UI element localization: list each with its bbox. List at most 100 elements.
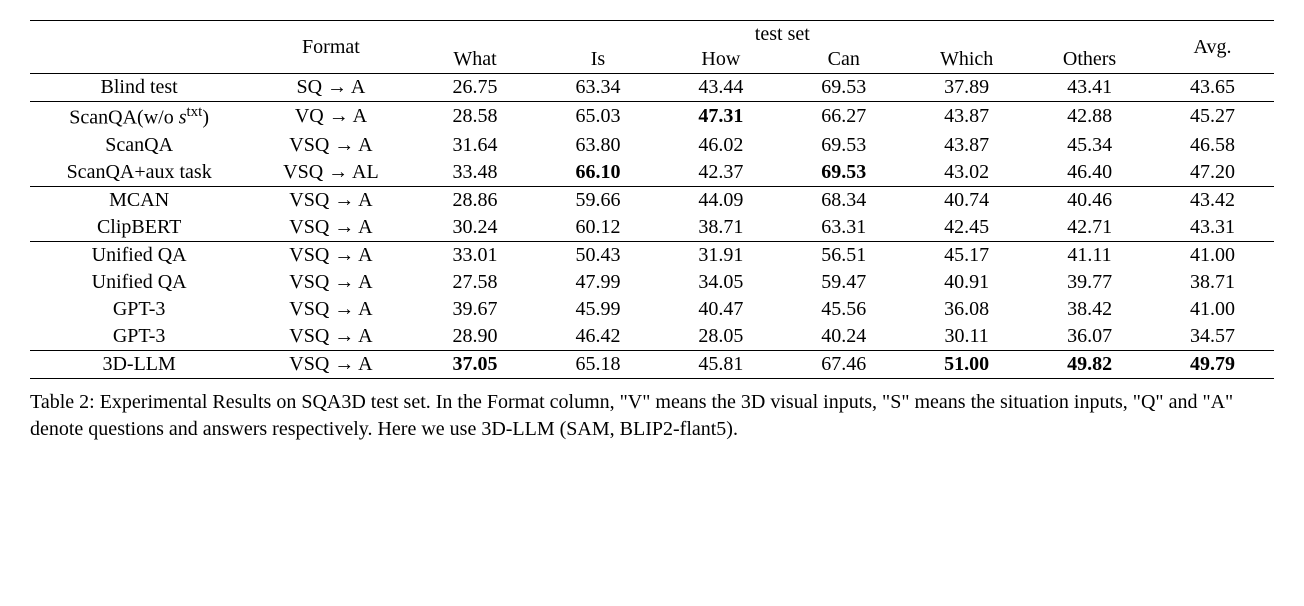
- value-cell: 28.58: [414, 102, 537, 132]
- value-cell: 42.88: [1028, 102, 1151, 132]
- value-cell: 59.66: [536, 186, 659, 214]
- header-format: Format: [248, 21, 413, 74]
- header-col: What: [414, 46, 537, 74]
- value-cell: 38.71: [659, 214, 782, 242]
- value-cell: 43.87: [905, 132, 1028, 159]
- format-cell: VSQ → A: [248, 186, 413, 214]
- value-cell: 63.31: [782, 214, 905, 242]
- value-cell: 60.12: [536, 214, 659, 242]
- value-cell: 38.42: [1028, 296, 1151, 323]
- value-cell: 43.02: [905, 159, 1028, 187]
- value-cell: 65.03: [536, 102, 659, 132]
- format-cell: VSQ → A: [248, 132, 413, 159]
- header-col: How: [659, 46, 782, 74]
- value-cell: 46.40: [1028, 159, 1151, 187]
- format-cell: VSQ → A: [248, 214, 413, 242]
- value-cell: 63.80: [536, 132, 659, 159]
- value-cell: 69.53: [782, 74, 905, 102]
- method-cell: ScanQA+aux task: [30, 159, 248, 187]
- avg-cell: 41.00: [1151, 296, 1274, 323]
- table-row: ScanQA+aux taskVSQ → AL33.4866.1042.3769…: [30, 159, 1274, 187]
- header-blank: [30, 21, 248, 47]
- method-cell: ScanQA(w/o stxt): [30, 102, 248, 132]
- method-cell: 3D-LLM: [30, 350, 248, 378]
- testset-label: test set: [755, 23, 810, 45]
- value-cell: 50.43: [536, 241, 659, 269]
- avg-cell: 45.27: [1151, 102, 1274, 132]
- value-cell: 46.02: [659, 132, 782, 159]
- value-cell: 44.09: [659, 186, 782, 214]
- value-cell: 51.00: [905, 350, 1028, 378]
- value-cell: 45.34: [1028, 132, 1151, 159]
- value-cell: 37.05: [414, 350, 537, 378]
- value-cell: 41.11: [1028, 241, 1151, 269]
- method-cell: GPT-3: [30, 323, 248, 351]
- table-row: GPT-3VSQ → A39.6745.9940.4745.5636.0838.…: [30, 296, 1274, 323]
- value-cell: 28.05: [659, 323, 782, 351]
- table-row: Blind testSQ → A26.7563.3443.4469.5337.8…: [30, 74, 1274, 102]
- value-cell: 26.75: [414, 74, 537, 102]
- method-cell: Unified QA: [30, 269, 248, 296]
- value-cell: 69.53: [782, 132, 905, 159]
- format-cell: VQ → A: [248, 102, 413, 132]
- value-cell: 66.10: [536, 159, 659, 187]
- format-cell: VSQ → AL: [248, 159, 413, 187]
- value-cell: 43.44: [659, 74, 782, 102]
- value-cell: 45.56: [782, 296, 905, 323]
- method-cell: ClipBERT: [30, 214, 248, 242]
- value-cell: 33.48: [414, 159, 537, 187]
- table-row: ScanQA(w/o stxt)VQ → A28.5865.0347.3166.…: [30, 102, 1274, 132]
- format-cell: VSQ → A: [248, 269, 413, 296]
- value-cell: 31.64: [414, 132, 537, 159]
- value-cell: 45.99: [536, 296, 659, 323]
- avg-cell: 43.65: [1151, 74, 1274, 102]
- header-col: Others: [1028, 46, 1151, 74]
- format-cell: VSQ → A: [248, 350, 413, 378]
- header-avg: Avg.: [1151, 21, 1274, 74]
- value-cell: 28.86: [414, 186, 537, 214]
- table-row: ClipBERTVSQ → A30.2460.1238.7163.3142.45…: [30, 214, 1274, 242]
- value-cell: 27.58: [414, 269, 537, 296]
- avg-cell: 34.57: [1151, 323, 1274, 351]
- table-row: 3D-LLMVSQ → A37.0565.1845.8167.4651.0049…: [30, 350, 1274, 378]
- value-cell: 45.81: [659, 350, 782, 378]
- table-row: Unified QAVSQ → A27.5847.9934.0559.4740.…: [30, 269, 1274, 296]
- table-row: Unified QAVSQ → A33.0150.4331.9156.5145.…: [30, 241, 1274, 269]
- avg-cell: 43.42: [1151, 186, 1274, 214]
- table-caption: Table 2: Experimental Results on SQA3D t…: [30, 389, 1274, 443]
- value-cell: 59.47: [782, 269, 905, 296]
- value-cell: 36.07: [1028, 323, 1151, 351]
- format-cell: VSQ → A: [248, 323, 413, 351]
- results-table: Format test set Avg. WhatIsHowCanWhichOt…: [30, 20, 1274, 379]
- value-cell: 34.05: [659, 269, 782, 296]
- value-cell: 33.01: [414, 241, 537, 269]
- avg-cell: 49.79: [1151, 350, 1274, 378]
- format-cell: SQ → A: [248, 74, 413, 102]
- avg-cell: 38.71: [1151, 269, 1274, 296]
- value-cell: 42.71: [1028, 214, 1151, 242]
- method-cell: Blind test: [30, 74, 248, 102]
- value-cell: 45.17: [905, 241, 1028, 269]
- method-cell: MCAN: [30, 186, 248, 214]
- value-cell: 40.74: [905, 186, 1028, 214]
- method-cell: ScanQA: [30, 132, 248, 159]
- value-cell: 67.46: [782, 350, 905, 378]
- value-cell: 42.45: [905, 214, 1028, 242]
- value-cell: 43.87: [905, 102, 1028, 132]
- value-cell: 46.42: [536, 323, 659, 351]
- value-cell: 40.91: [905, 269, 1028, 296]
- table-row: MCANVSQ → A28.8659.6644.0968.3440.7440.4…: [30, 186, 1274, 214]
- value-cell: 47.31: [659, 102, 782, 132]
- method-cell: GPT-3: [30, 296, 248, 323]
- value-cell: 30.24: [414, 214, 537, 242]
- value-cell: 39.67: [414, 296, 537, 323]
- table-row: GPT-3VSQ → A28.9046.4228.0540.2430.1136.…: [30, 323, 1274, 351]
- header-col: Is: [536, 46, 659, 74]
- avg-cell: 47.20: [1151, 159, 1274, 187]
- value-cell: 49.82: [1028, 350, 1151, 378]
- format-cell: VSQ → A: [248, 241, 413, 269]
- value-cell: 43.41: [1028, 74, 1151, 102]
- value-cell: 30.11: [905, 323, 1028, 351]
- value-cell: 39.77: [1028, 269, 1151, 296]
- value-cell: 40.47: [659, 296, 782, 323]
